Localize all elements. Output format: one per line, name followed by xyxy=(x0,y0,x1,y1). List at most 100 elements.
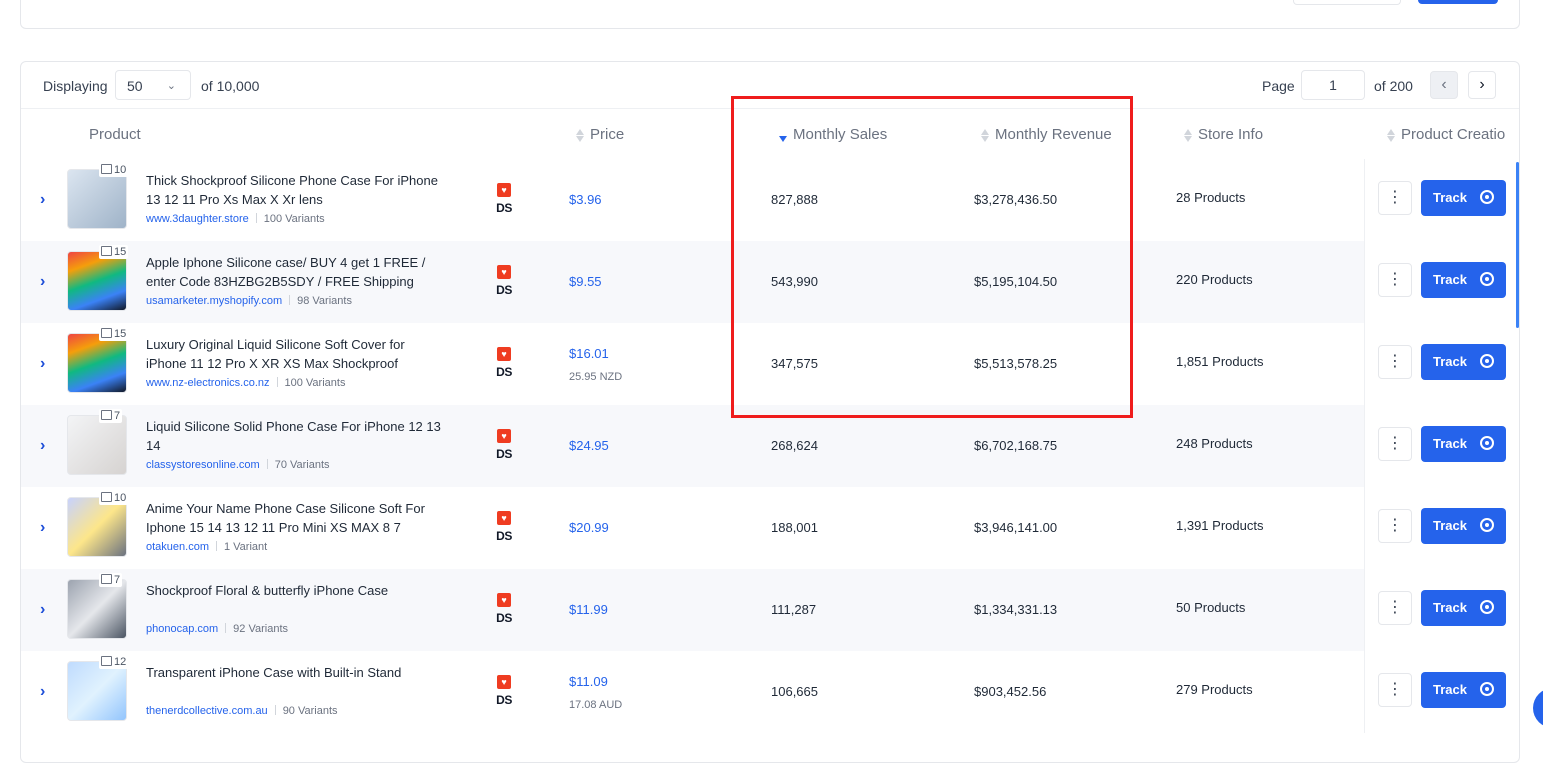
next-page-button[interactable]: › xyxy=(1468,71,1496,99)
product-title[interactable]: Thick Shockproof Silicone Phone Case For… xyxy=(146,173,438,207)
expand-row-icon[interactable]: › xyxy=(40,273,46,290)
product-thumbnail[interactable] xyxy=(67,251,127,311)
expand-row-icon[interactable]: › xyxy=(40,519,46,536)
track-button[interactable]: Track xyxy=(1421,426,1506,462)
track-button-label: Track xyxy=(1433,518,1467,533)
price-value: $9.55 xyxy=(569,274,602,289)
monthly-revenue-value: $6,702,168.75 xyxy=(974,438,1058,453)
more-options-button[interactable]: ⋮ xyxy=(1378,263,1412,297)
product-title[interactable]: Liquid Silicone Solid Phone Case For iPh… xyxy=(146,419,441,453)
table-row[interactable]: › 7 Liquid Silicone Solid Phone Case For… xyxy=(21,405,1519,487)
table-header: Product Price Monthly Sales Monthly Reve… xyxy=(21,108,1519,160)
divider xyxy=(274,705,276,715)
aliexpress-icon[interactable]: ♥ xyxy=(497,347,511,361)
table-row[interactable]: › 7 Shockproof Floral & butterfly iPhone… xyxy=(21,569,1519,651)
top-primary-button[interactable] xyxy=(1418,0,1498,4)
ds-icon[interactable]: DS xyxy=(496,611,512,625)
table-row[interactable]: › 15 Apple Iphone Silicone case/ BUY 4 g… xyxy=(21,241,1519,323)
variant-count: 100 Variants xyxy=(263,213,325,225)
store-link[interactable]: usamarketer.myshopify.com xyxy=(146,295,283,307)
store-info-value: 248 Products xyxy=(1176,436,1253,451)
chevron-left-icon: ‹ xyxy=(1441,76,1447,93)
expand-row-icon[interactable]: › xyxy=(40,683,46,700)
table-row[interactable]: › 12 Transparent iPhone Case with Built-… xyxy=(21,651,1519,733)
more-options-button[interactable]: ⋮ xyxy=(1378,427,1412,461)
product-title[interactable]: Transparent iPhone Case with Built-in St… xyxy=(146,665,402,680)
store-link[interactable]: phonocap.com xyxy=(146,623,219,635)
prev-page-button[interactable]: ‹ xyxy=(1430,71,1458,99)
table-row[interactable]: › 10 Thick Shockproof Silicone Phone Cas… xyxy=(21,159,1519,241)
ds-icon[interactable]: DS xyxy=(496,447,512,461)
track-button[interactable]: Track xyxy=(1421,344,1506,380)
page-input[interactable]: 1 xyxy=(1301,70,1365,100)
product-title[interactable]: Anime Your Name Phone Case Silicone Soft… xyxy=(146,501,425,535)
product-title[interactable]: Shockproof Floral & butterfly iPhone Cas… xyxy=(146,583,389,598)
aliexpress-icon[interactable]: ♥ xyxy=(497,265,511,279)
more-options-button[interactable]: ⋮ xyxy=(1378,181,1412,215)
column-product-creation[interactable]: Product Creatio xyxy=(1386,126,1505,143)
page-size-select[interactable]: 50 ⌄ xyxy=(115,70,191,100)
store-link[interactable]: classystoresonline.com xyxy=(146,459,260,471)
crosshair-icon xyxy=(1480,518,1494,532)
scrollbar[interactable] xyxy=(1516,162,1519,328)
expand-row-icon[interactable]: › xyxy=(40,191,46,208)
store-link[interactable]: www.nz-electronics.co.nz xyxy=(146,377,270,389)
aliexpress-icon[interactable]: ♥ xyxy=(497,511,511,525)
track-button[interactable]: Track xyxy=(1421,180,1506,216)
ds-icon[interactable]: DS xyxy=(496,201,512,215)
image-count-badge: 12 xyxy=(99,655,129,669)
track-button[interactable]: Track xyxy=(1421,508,1506,544)
more-options-button[interactable]: ⋮ xyxy=(1378,673,1412,707)
table-row[interactable]: › 15 Luxury Original Liquid Silicone Sof… xyxy=(21,323,1519,405)
table-row[interactable]: › 10 Anime Your Name Phone Case Silicone… xyxy=(21,487,1519,569)
track-button[interactable]: Track xyxy=(1421,262,1506,298)
row-actions: ⋮ Track xyxy=(1364,487,1519,569)
image-count-badge: 10 xyxy=(99,491,129,505)
image-count-badge: 7 xyxy=(99,573,123,587)
expand-row-icon[interactable]: › xyxy=(40,437,46,454)
aliexpress-icon[interactable]: ♥ xyxy=(497,429,511,443)
track-button-label: Track xyxy=(1433,354,1467,369)
product-thumbnail[interactable] xyxy=(67,661,127,721)
ds-icon[interactable]: DS xyxy=(496,693,512,707)
store-info-value: 1,391 Products xyxy=(1176,518,1264,533)
more-options-button[interactable]: ⋮ xyxy=(1378,345,1412,379)
page-label: Page xyxy=(1262,78,1295,94)
column-store-info[interactable]: Store Info xyxy=(1183,126,1263,143)
store-link[interactable]: thenerdcollective.com.au xyxy=(146,705,268,717)
track-button-label: Track xyxy=(1433,272,1467,287)
ds-icon[interactable]: DS xyxy=(496,529,512,543)
product-thumbnail[interactable] xyxy=(67,169,127,229)
ds-icon[interactable]: DS xyxy=(496,365,512,379)
ds-icon[interactable]: DS xyxy=(496,283,512,297)
product-thumbnail[interactable] xyxy=(67,333,127,393)
track-button-label: Track xyxy=(1433,600,1467,615)
product-thumbnail[interactable] xyxy=(67,497,127,557)
kebab-menu-icon: ⋮ xyxy=(1387,599,1403,616)
product-title[interactable]: Apple Iphone Silicone case/ BUY 4 get 1 … xyxy=(146,255,426,289)
image-count-badge: 15 xyxy=(99,245,129,259)
top-secondary-button[interactable] xyxy=(1293,0,1401,5)
track-button[interactable]: Track xyxy=(1421,590,1506,626)
more-options-button[interactable]: ⋮ xyxy=(1378,509,1412,543)
kebab-menu-icon: ⋮ xyxy=(1387,517,1403,534)
monthly-revenue-value: $5,195,104.50 xyxy=(974,274,1058,289)
aliexpress-icon[interactable]: ♥ xyxy=(497,593,511,607)
store-link[interactable]: otakuen.com xyxy=(146,541,209,553)
product-thumbnail[interactable] xyxy=(67,579,127,639)
product-title[interactable]: Luxury Original Liquid Silicone Soft Cov… xyxy=(146,337,405,371)
kebab-menu-icon: ⋮ xyxy=(1387,271,1403,288)
track-button[interactable]: Track xyxy=(1421,672,1506,708)
column-monthly-sales[interactable]: Monthly Sales xyxy=(778,126,887,143)
expand-row-icon[interactable]: › xyxy=(40,601,46,618)
store-link[interactable]: www.3daughter.store xyxy=(146,213,249,225)
product-thumbnail[interactable] xyxy=(67,415,127,475)
expand-row-icon[interactable]: › xyxy=(40,355,46,372)
column-price[interactable]: Price xyxy=(575,126,624,143)
aliexpress-icon[interactable]: ♥ xyxy=(497,675,511,689)
crosshair-icon xyxy=(1480,682,1494,696)
chat-button[interactable] xyxy=(1533,688,1543,728)
more-options-button[interactable]: ⋮ xyxy=(1378,591,1412,625)
column-monthly-revenue[interactable]: Monthly Revenue xyxy=(980,126,1112,143)
aliexpress-icon[interactable]: ♥ xyxy=(497,183,511,197)
